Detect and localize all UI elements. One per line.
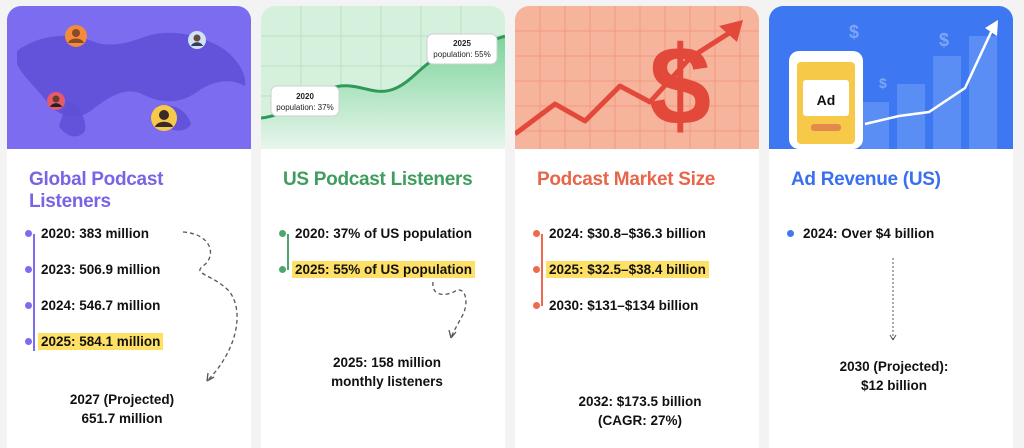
stat-item: 2020: 37% of US population (279, 223, 475, 243)
arrow-head-icon (719, 20, 743, 42)
ad-label: Ad (817, 92, 836, 108)
dashed-arrow-icon (182, 231, 238, 382)
card-title: Global Podcast Listeners (29, 169, 164, 212)
stat-item: 2023: 506.9 million (25, 259, 163, 279)
avatar-icon (151, 105, 177, 131)
card-title: US Podcast Listeners (283, 169, 473, 190)
line-chart-illustration: 2020 population: 37% 2025 population: 55… (261, 6, 505, 149)
timeline-line (33, 234, 35, 351)
svg-text:$: $ (939, 30, 949, 50)
phone-icon: Ad (789, 51, 863, 149)
projection-text: 2027 (Projected) 651.7 million (69, 392, 175, 426)
projection-text: 2025: 158 million monthly listeners (331, 355, 443, 389)
chart-label-2025-value: population: 55% (433, 50, 490, 59)
svg-text:$: $ (649, 23, 711, 148)
projection-text: 2032: $173.5 billion (CAGR: 27%) (578, 394, 702, 428)
card-podcast-market-size: $ Podcast Market Size 2024: $30.8–$36.3 … (515, 6, 759, 448)
card-global-podcast-listeners: Global Podcast Listeners 2020: 383 milli… (7, 6, 251, 448)
dollar-growth-illustration: $ (515, 6, 759, 149)
projection-text: 2030 (Projected): $12 billion (839, 359, 949, 393)
card-title: Ad Revenue (US) (791, 169, 941, 190)
stat-item: 2024: 546.7 million (25, 295, 163, 315)
stat-item-highlighted: 2025: 584.1 million (25, 331, 164, 351)
stat-item: 2024: Over $4 billion (787, 223, 937, 243)
dollar-sign-icon: $ (649, 23, 711, 148)
timeline-line (541, 234, 543, 306)
stat-item: 2024: $30.8–$36.3 billion (533, 223, 709, 243)
chart-label-2025-year: 2025 (453, 39, 471, 48)
avatar-icon (65, 25, 87, 47)
ad-phone-illustration: $ $ $ Ad (769, 6, 1013, 149)
avatar-icon (47, 92, 65, 110)
stat-item-highlighted: 2025: 55% of US population (279, 259, 476, 279)
chart-label-2020-value: population: 37% (276, 103, 333, 112)
card-title: Podcast Market Size (537, 169, 716, 190)
stat-item: 2030: $131–$134 billion (533, 295, 701, 315)
stat-item: 2020: 383 million (25, 223, 152, 243)
dashed-arrow-icon (432, 281, 467, 339)
card-us-podcast-listeners: 2020 population: 37% 2025 population: 55… (261, 6, 505, 448)
chart-label-2020-year: 2020 (296, 92, 314, 101)
dollar-icon: $ $ $ (849, 22, 949, 91)
dashed-arrow-icon (889, 258, 897, 341)
svg-text:$: $ (849, 22, 859, 42)
svg-text:$: $ (879, 75, 887, 91)
stat-item-highlighted: 2025: $32.5–$38.4 billion (533, 259, 709, 279)
timeline-line (287, 234, 289, 270)
world-map-illustration (7, 6, 251, 149)
card-ad-revenue-us: $ $ $ Ad Ad Revenue (US) 2024: Over $4 b… (769, 6, 1013, 448)
avatar-icon (188, 31, 206, 49)
